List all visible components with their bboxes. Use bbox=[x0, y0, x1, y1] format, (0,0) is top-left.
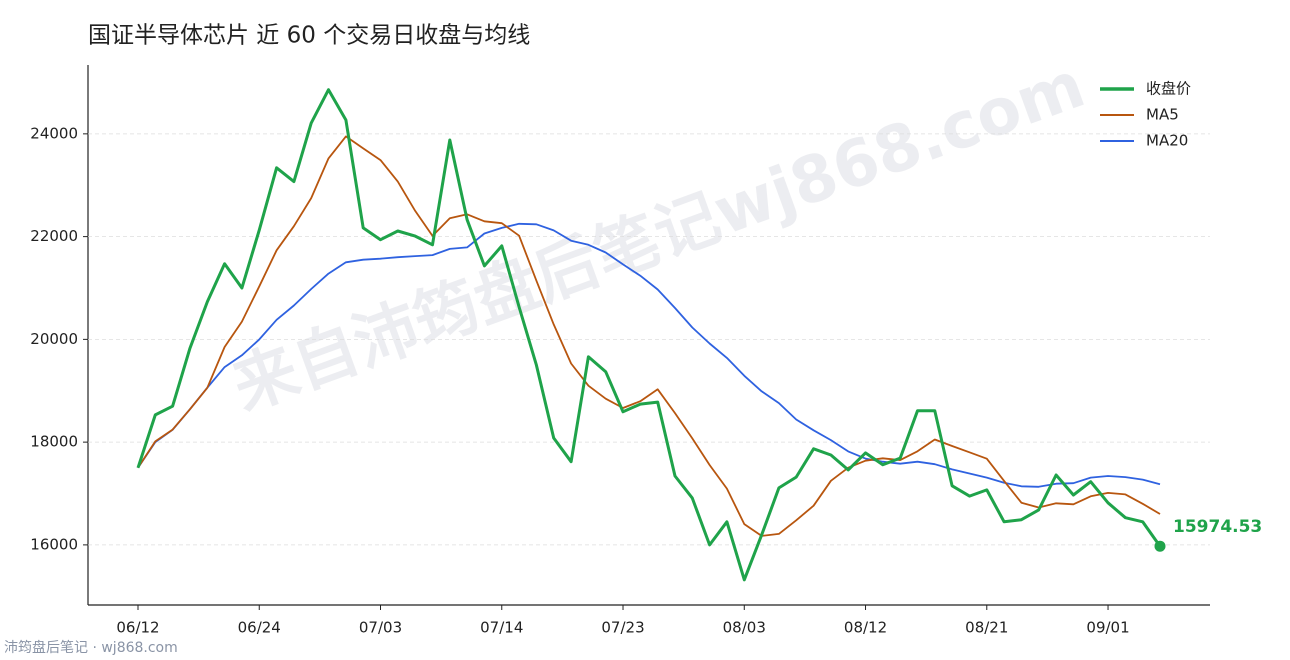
y-tick-label: 22000 bbox=[30, 227, 78, 245]
x-tick-label: 07/14 bbox=[480, 619, 523, 637]
legend-label: MA5 bbox=[1146, 106, 1179, 124]
y-tick-label: 18000 bbox=[30, 433, 78, 451]
x-tick-label: 07/23 bbox=[601, 619, 644, 637]
x-tick-label: 06/24 bbox=[238, 619, 281, 637]
legend-label: 收盘价 bbox=[1146, 80, 1191, 98]
x-tick-label: 09/01 bbox=[1086, 619, 1129, 637]
last-value-label: 15974.53 bbox=[1173, 517, 1262, 537]
x-tick-label: 08/21 bbox=[965, 619, 1008, 637]
chart-title: 国证半导体芯片 近 60 个交易日收盘与均线 bbox=[88, 23, 530, 49]
series-line bbox=[137, 222, 1161, 488]
legend-label: MA20 bbox=[1146, 132, 1188, 150]
y-tick-label: 16000 bbox=[30, 535, 78, 553]
series-line bbox=[136, 88, 1162, 582]
y-tick-label: 20000 bbox=[30, 330, 78, 348]
series-line bbox=[137, 135, 1161, 537]
x-tick-label: 06/12 bbox=[116, 619, 159, 637]
last-point bbox=[1154, 540, 1166, 552]
x-tick-label: 08/12 bbox=[844, 619, 887, 637]
footer: 沛筠盘后笔记 · wj868.com bbox=[4, 639, 178, 656]
x-tick-label: 07/03 bbox=[359, 619, 402, 637]
y-tick-label: 24000 bbox=[30, 124, 78, 142]
x-tick-label: 08/03 bbox=[723, 619, 766, 637]
